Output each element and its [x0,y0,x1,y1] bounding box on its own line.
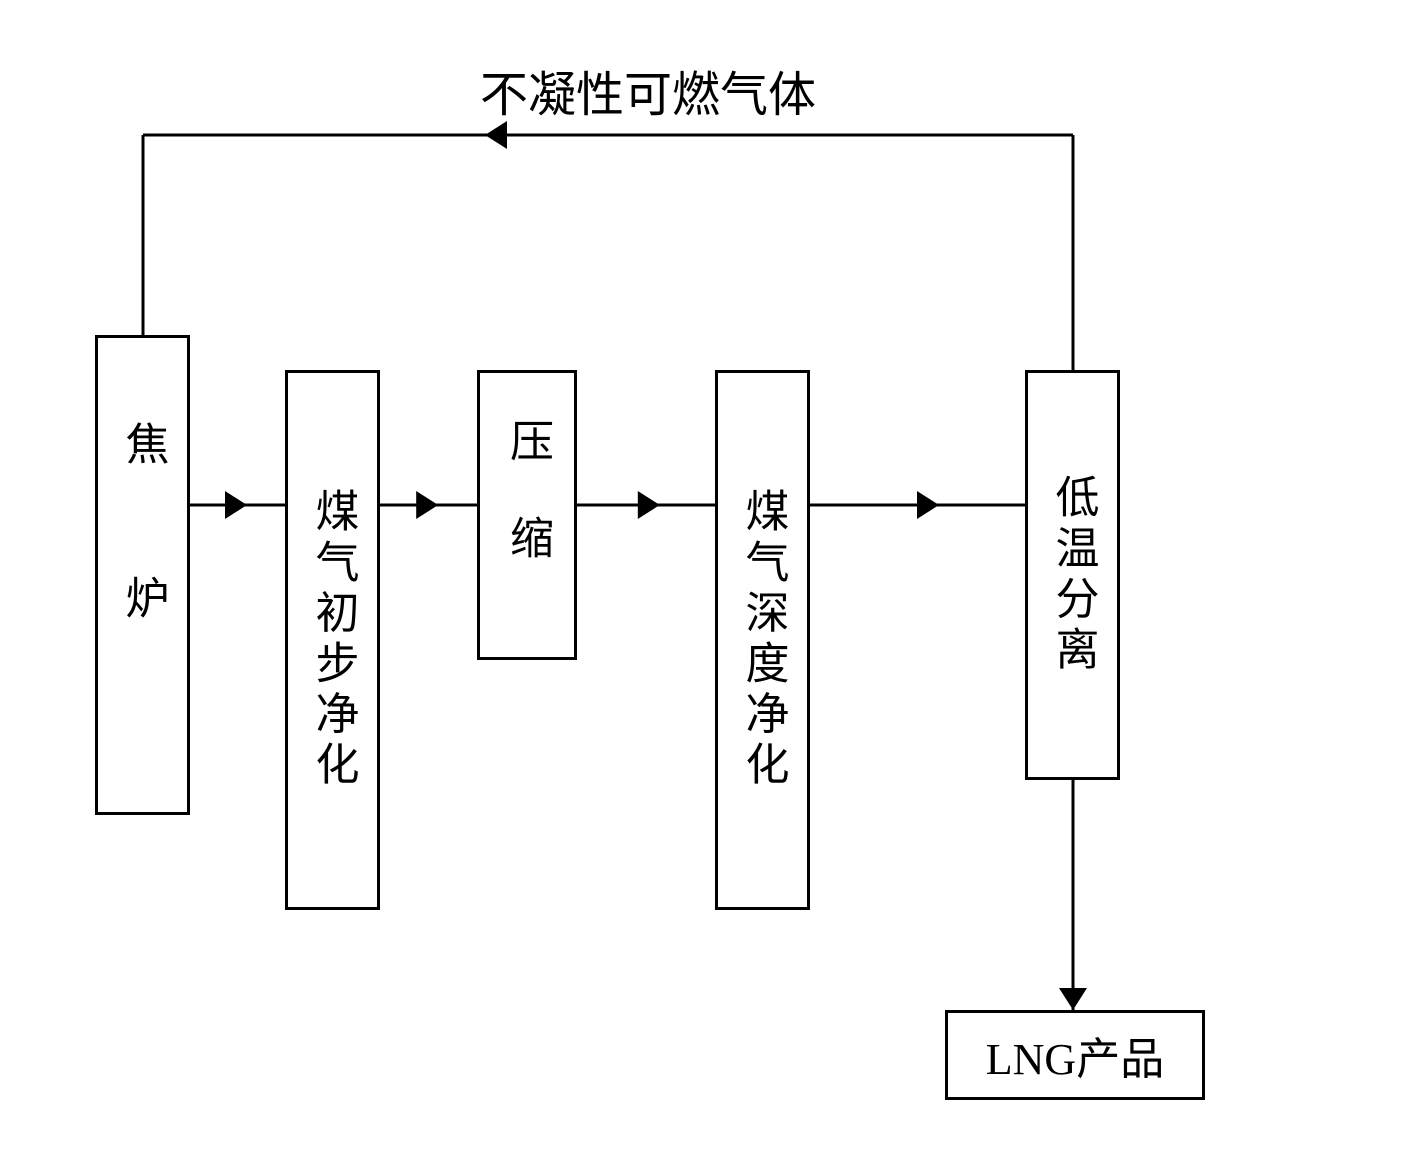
arrowhead-icon [416,491,438,519]
arrowhead-icon [1059,988,1087,1010]
node-label: 焦炉 [111,421,175,729]
node-label: 压缩 [495,418,559,612]
node-label: 低温分离 [1041,474,1105,676]
arrowhead-icon [225,491,247,519]
arrows-layer [0,0,1426,1156]
node-n5: 低温分离 [1025,370,1120,780]
flow-diagram: 焦炉 煤气初步净化 压缩 煤气深度净化 低温分离 LNG产品 不凝性可燃气体 [0,0,1426,1156]
node-n1: 焦炉 [95,335,190,815]
node-n6: LNG产品 [945,1010,1205,1100]
arrowhead-icon [917,491,939,519]
node-n3: 压缩 [477,370,577,660]
edge-label-text: 不凝性可燃气体 [480,69,816,122]
node-n2: 煤气初步净化 [285,370,380,910]
node-label: LNG产品 [986,1023,1164,1087]
arrowhead-icon [638,491,660,519]
node-n4: 煤气深度净化 [715,370,810,910]
node-label: 煤气深度净化 [731,488,795,792]
arrowhead-icon [485,121,507,149]
node-label: 煤气初步净化 [301,488,365,792]
edge-label: 不凝性可燃气体 [480,55,816,125]
